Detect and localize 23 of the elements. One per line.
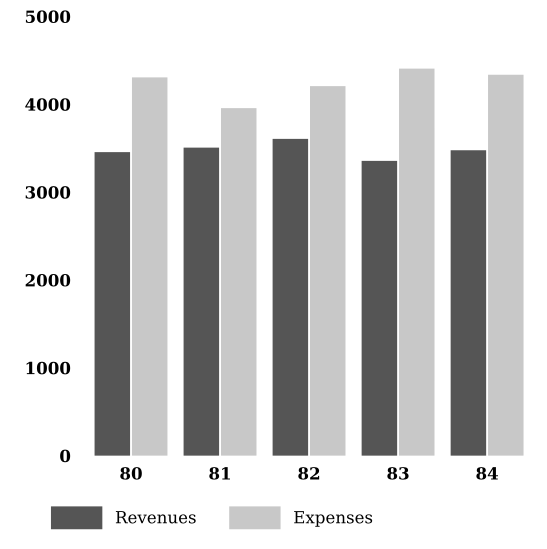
x-tick-label: 82 xyxy=(298,467,320,480)
x-tick-label: 81 xyxy=(209,467,230,480)
x-tick-label: 83 xyxy=(387,467,409,480)
y-tick-label: 2000 xyxy=(26,274,70,287)
bar xyxy=(310,86,346,456)
bar xyxy=(362,160,398,456)
bar xyxy=(488,74,524,456)
y-tick-label: 1000 xyxy=(26,362,70,374)
x-tick-label: 84 xyxy=(476,467,498,480)
bar xyxy=(132,77,168,456)
bar xyxy=(220,108,256,456)
y-tick-label: 0 xyxy=(60,450,70,462)
y-tick-label: 4000 xyxy=(25,98,70,111)
y-tick-label: 5000 xyxy=(26,10,70,24)
x-tick-label: 80 xyxy=(120,467,142,480)
bar xyxy=(399,68,435,456)
bar xyxy=(94,152,130,456)
legend-label: Revenues xyxy=(116,511,196,524)
legend-label: Expenses xyxy=(294,511,372,527)
bar xyxy=(450,150,486,456)
y-tick-label: 3000 xyxy=(26,186,70,199)
bar xyxy=(272,138,308,456)
bar xyxy=(184,148,220,456)
